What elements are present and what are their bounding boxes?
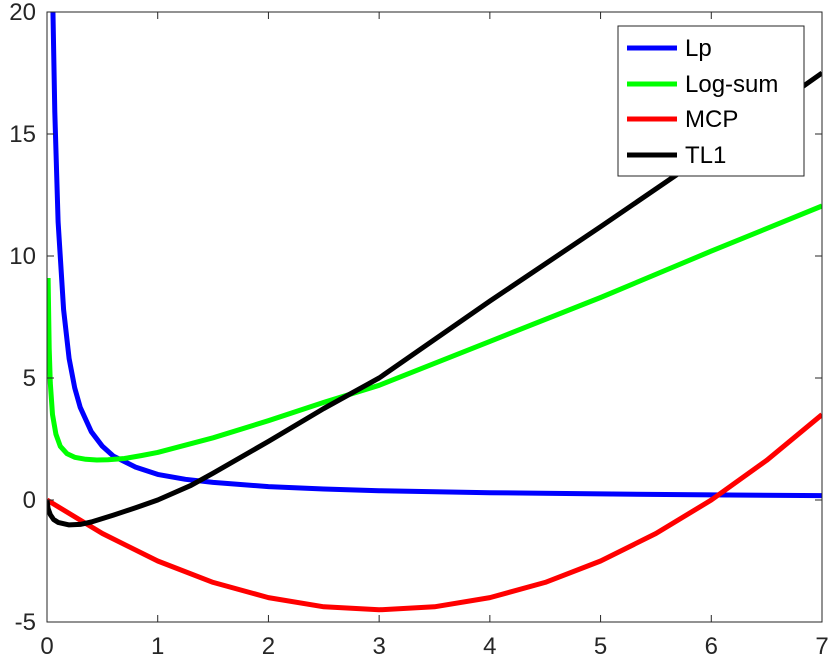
y-axis-ticks: -5 0 5 10 15 20 [9,0,822,636]
legend-label: Log-sum [685,71,778,98]
legend-label: Lp [685,35,712,62]
series-line-mcp [47,412,822,613]
x-tick-label: 7 [815,633,828,660]
x-tick-label: 5 [594,633,607,660]
y-tick-label: 10 [9,243,36,270]
x-tick-label: 3 [372,633,385,660]
y-tick-label: -5 [15,609,36,636]
series-line-lp [50,12,822,499]
x-tick-label: 0 [40,633,53,660]
x-tick-label: 6 [705,633,718,660]
legend: Lp Log-sum MCP TL1 [617,25,805,177]
x-tick-label: 4 [483,633,496,660]
legend-label: TL1 [685,142,726,169]
y-tick-label: 0 [23,487,36,514]
legend-box [617,25,805,177]
legend-label: MCP [685,106,738,133]
x-axis-ticks: 0 1 2 3 4 5 6 7 [40,12,829,660]
y-tick-label: 15 [9,121,36,148]
series-line-log-sum [47,203,822,463]
x-tick-label: 1 [151,633,164,660]
plot-frame [46,11,823,623]
series-layer [47,12,822,613]
x-tick-label: 2 [262,633,275,660]
y-tick-label: 20 [9,0,36,26]
series-line-tl1 [47,70,822,528]
y-tick-label: 5 [23,365,36,392]
